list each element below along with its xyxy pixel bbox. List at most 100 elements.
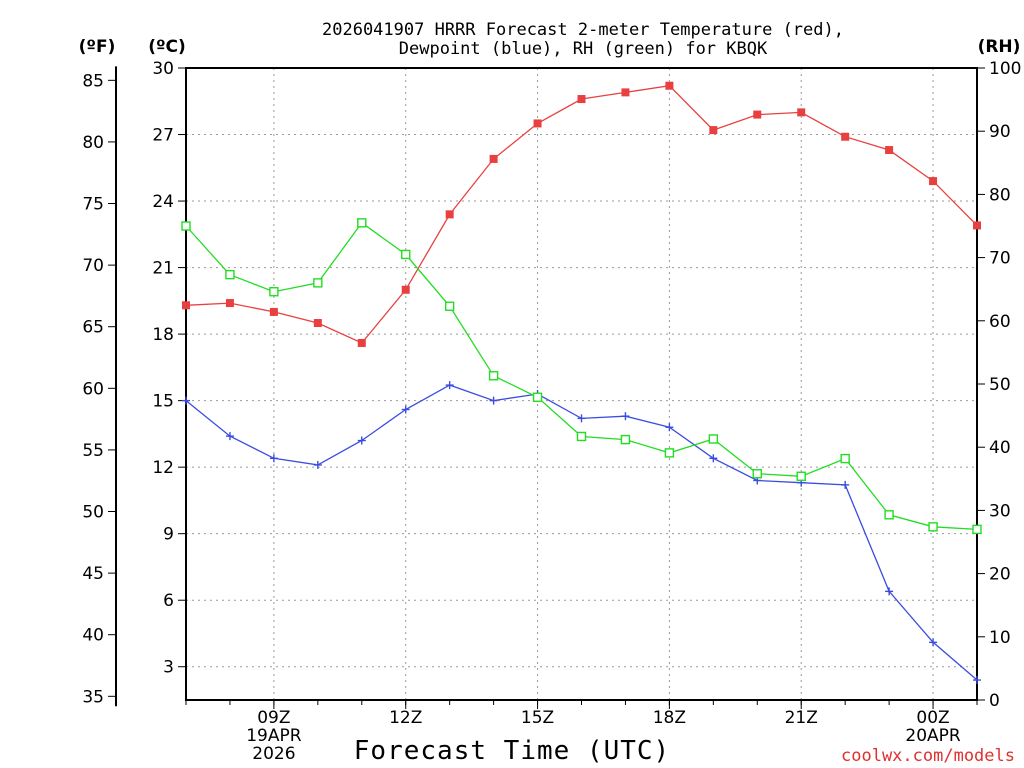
data-point <box>885 587 894 596</box>
data-point <box>357 338 366 347</box>
data-point <box>928 522 938 532</box>
rh-tick-label: 80 <box>989 185 1011 205</box>
fahrenheit-tick-label: 35 <box>82 687 104 707</box>
data-point <box>577 414 586 423</box>
data-point <box>576 431 587 442</box>
data-point <box>401 249 411 260</box>
fahrenheit-tick-label: 40 <box>82 626 104 646</box>
data-point <box>269 307 278 316</box>
fahrenheit-tick-label: 50 <box>82 503 104 523</box>
data-point <box>225 269 235 280</box>
fahrenheit-tick-label: 55 <box>82 441 104 461</box>
source-credit: coolwx.com/models <box>841 746 1015 766</box>
x-tick-label: 15Z <box>521 708 554 728</box>
series-dewpoint <box>182 381 981 685</box>
data-point <box>664 448 675 458</box>
data-point <box>796 471 806 481</box>
x-tick-label: 12Z <box>389 708 422 728</box>
fahrenheit-tick-label: 60 <box>82 379 104 399</box>
celsius-tick-label: 18 <box>152 325 174 345</box>
plot-frame <box>185 67 978 701</box>
data-point <box>182 301 190 310</box>
rh-unit-label: (RH) <box>978 37 1021 57</box>
x-tick-label: 00Z <box>916 708 949 728</box>
rh-tick-label: 0 <box>989 691 1000 711</box>
data-point <box>709 126 718 135</box>
data-point <box>313 460 322 469</box>
data-point <box>972 524 982 535</box>
rh-tick-label: 40 <box>989 438 1011 458</box>
data-point <box>884 510 894 520</box>
data-point <box>489 396 498 405</box>
data-point <box>665 423 674 432</box>
data-point <box>225 432 234 441</box>
celsius-tick-label: 21 <box>152 259 174 279</box>
celsius-tick-label: 30 <box>152 59 174 79</box>
celsius-tick-label: 27 <box>152 126 174 146</box>
data-point <box>401 405 410 414</box>
data-point <box>313 319 322 328</box>
data-point <box>797 108 806 117</box>
fahrenheit-tick-label: 75 <box>82 195 104 215</box>
data-point <box>752 469 762 479</box>
data-point <box>665 81 674 90</box>
data-point <box>357 218 367 228</box>
celsius-tick-label: 24 <box>152 192 174 212</box>
grid-lines <box>186 68 977 700</box>
rh-tick-label: 70 <box>989 249 1011 269</box>
celsius-tick-label: 9 <box>163 525 174 545</box>
data-point <box>269 454 278 463</box>
data-point <box>621 412 630 421</box>
rh-tick-label: 90 <box>989 122 1011 142</box>
rh-tick-label: 30 <box>989 501 1011 521</box>
x-tick-label: 2026 <box>252 744 295 764</box>
x-tick-label: 21Z <box>785 708 818 728</box>
rh-tick-label: 50 <box>989 375 1011 395</box>
celsius-unit-label: (ºC) <box>148 37 186 57</box>
data-point <box>929 177 938 186</box>
data-point <box>841 132 850 141</box>
series-temperature <box>182 81 981 347</box>
data-point <box>709 454 718 463</box>
x-tick-label: 09Z <box>257 708 290 728</box>
data-point <box>445 381 454 390</box>
data-point <box>181 221 191 231</box>
celsius-tick-label: 12 <box>152 458 174 478</box>
chart-title-line1: 2026041907 HRRR Forecast 2-meter Tempera… <box>322 20 844 40</box>
data-point <box>532 392 543 402</box>
rh-tick-label: 10 <box>989 628 1011 648</box>
x-tick-label: 19APR <box>246 726 302 746</box>
data-point <box>357 436 366 445</box>
fahrenheit-tick-label: 85 <box>82 71 104 91</box>
celsius-tick-label: 15 <box>152 392 174 412</box>
x-axis-title: Forecast Time (UTC) <box>354 736 670 766</box>
data-point <box>225 299 234 308</box>
data-point <box>182 396 190 405</box>
series-line <box>185 221 978 531</box>
data-point <box>973 676 981 685</box>
x-tick-label: 18Z <box>653 708 686 728</box>
rh-tick-label: 100 <box>989 59 1021 79</box>
data-point <box>444 301 455 311</box>
celsius-tick-label: 6 <box>163 591 174 611</box>
series-relative-humidity <box>181 218 982 535</box>
chart-title-line2: Dewpoint (blue), RH (green) for KBQK <box>399 39 768 59</box>
fahrenheit-tick-label: 80 <box>82 133 104 153</box>
data-point <box>840 453 850 464</box>
data-point <box>841 480 850 489</box>
data-point <box>488 371 499 381</box>
data-point <box>401 285 410 294</box>
rh-tick-label: 60 <box>989 312 1011 332</box>
series-line <box>185 384 978 681</box>
data-point <box>533 119 542 128</box>
data-point <box>445 210 454 219</box>
fahrenheit-tick-label: 45 <box>82 564 104 584</box>
data-point <box>973 221 981 230</box>
x-tick-label: 20APR <box>905 726 961 746</box>
data-point <box>929 638 938 647</box>
data-point <box>620 434 631 445</box>
data-point <box>577 95 586 104</box>
data-point <box>621 88 630 97</box>
data-point <box>885 146 894 155</box>
